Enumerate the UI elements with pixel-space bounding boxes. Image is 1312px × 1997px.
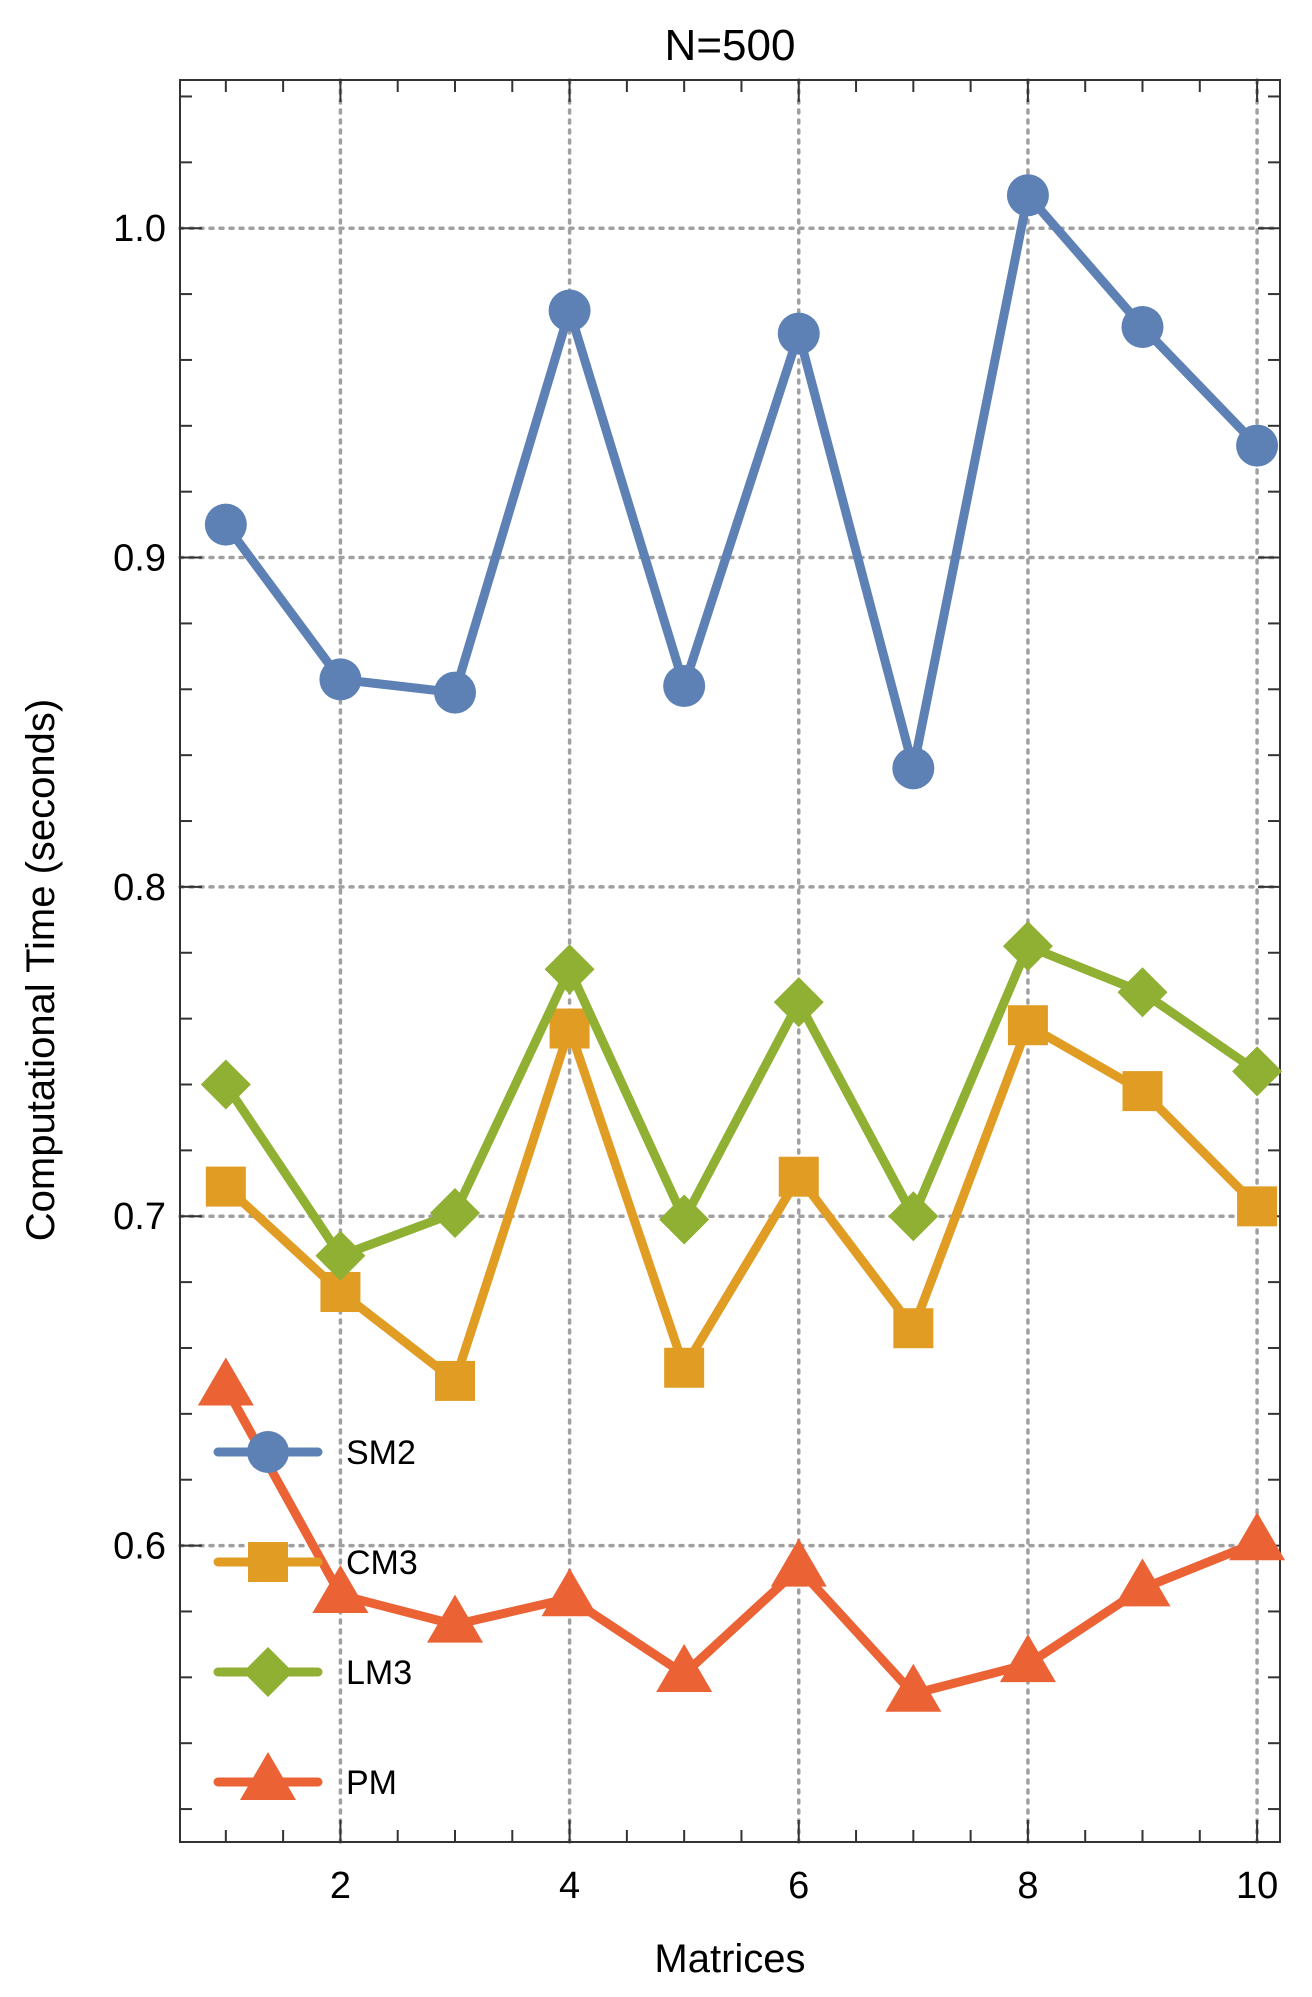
data-point-cm3 [549, 1008, 590, 1049]
data-point-lm3 [1232, 1046, 1283, 1097]
legend-label-pm: PM [346, 1764, 397, 1802]
legend-item-cm3: CM3 [213, 1542, 418, 1582]
data-point-pm [197, 1357, 254, 1406]
legend-item-pm: PM [213, 1752, 397, 1802]
data-point-cm3 [664, 1347, 705, 1388]
axis-ticks: 2 4 6 8 10 0.6 0.7 0.8 0.9 1.0 [113, 80, 1280, 1907]
legend-item-sm2: SM2 [213, 1431, 416, 1473]
data-point-lm3 [200, 1059, 251, 1110]
y-axis-label: Computational Time (seconds) [19, 699, 63, 1241]
data-point-lm3 [888, 1191, 939, 1242]
plot-frame [179, 79, 1281, 1843]
series-line-lm3 [221, 941, 1262, 1261]
y-tick-label: 0.8 [113, 867, 166, 909]
data-point-pm [1114, 1558, 1171, 1607]
data-point-cm3 [778, 1156, 819, 1197]
data-point-lm3 [773, 977, 824, 1028]
legend-label-cm3: CM3 [346, 1544, 418, 1582]
data-point-sm2 [1121, 306, 1164, 349]
y-tick-label: 0.6 [113, 1526, 166, 1568]
series-lm3 [200, 921, 1283, 1281]
legend-marker-pm [240, 1752, 296, 1800]
data-point-cm3 [1237, 1186, 1278, 1227]
y-tick-label: 1.0 [113, 208, 166, 250]
data-point-lm3 [1117, 967, 1168, 1018]
data-series [197, 174, 1286, 1712]
data-point-cm3 [1007, 1005, 1048, 1046]
data-point-pm [999, 1634, 1056, 1683]
data-point-lm3 [1002, 921, 1053, 972]
data-point-sm2 [663, 664, 706, 707]
data-point-pm [312, 1564, 369, 1613]
data-point-cm3 [205, 1166, 246, 1207]
series-line-pm [221, 1383, 1262, 1699]
data-point-pm [885, 1663, 942, 1712]
data-point-sm2 [777, 312, 820, 355]
legend-label-lm3: LM3 [346, 1654, 412, 1692]
legend: SM2 CM3 LM3 PM [213, 1431, 418, 1802]
data-point-cm3 [435, 1360, 475, 1401]
data-point-sm2 [1236, 424, 1279, 467]
series-cm3 [205, 1005, 1278, 1401]
data-point-sm2 [548, 289, 591, 332]
y-tick-label: 0.7 [113, 1196, 166, 1238]
x-axis-label: Matrices [654, 1937, 805, 1981]
legend-marker-cm3 [248, 1542, 288, 1582]
series-sm2 [204, 174, 1279, 790]
series-line-cm3 [221, 1020, 1262, 1386]
data-point-lm3 [315, 1230, 366, 1281]
data-point-cm3 [1122, 1071, 1163, 1112]
data-point-cm3 [893, 1308, 934, 1349]
data-point-sm2 [204, 503, 247, 546]
data-point-lm3 [544, 944, 595, 995]
legend-label-sm2: SM2 [346, 1434, 416, 1472]
data-point-pm [427, 1594, 483, 1643]
legend-item-lm3: LM3 [213, 1647, 412, 1697]
x-tick-label: 10 [1236, 1865, 1278, 1907]
y-tick-label: 0.9 [113, 538, 166, 580]
data-point-pm [541, 1568, 598, 1617]
series-line-sm2 [221, 190, 1262, 773]
data-point-pm [656, 1644, 713, 1693]
data-point-lm3 [430, 1187, 480, 1238]
data-point-lm3 [659, 1194, 710, 1245]
chart-title: N=500 [665, 21, 796, 70]
data-point-sm2 [319, 658, 362, 701]
x-tick-label: 2 [330, 1865, 351, 1907]
grid [178, 78, 1282, 1844]
data-point-pm [770, 1538, 827, 1587]
legend-marker-sm2 [247, 1431, 289, 1473]
data-point-sm2 [434, 671, 476, 714]
data-point-sm2 [1006, 174, 1049, 217]
data-point-pm [1229, 1512, 1286, 1561]
x-tick-label: 4 [559, 1865, 580, 1907]
series-pm [197, 1357, 1286, 1712]
x-tick-label: 6 [788, 1865, 809, 1907]
data-point-sm2 [892, 747, 935, 790]
legend-marker-lm3 [243, 1647, 293, 1697]
x-tick-label: 8 [1017, 1865, 1038, 1907]
